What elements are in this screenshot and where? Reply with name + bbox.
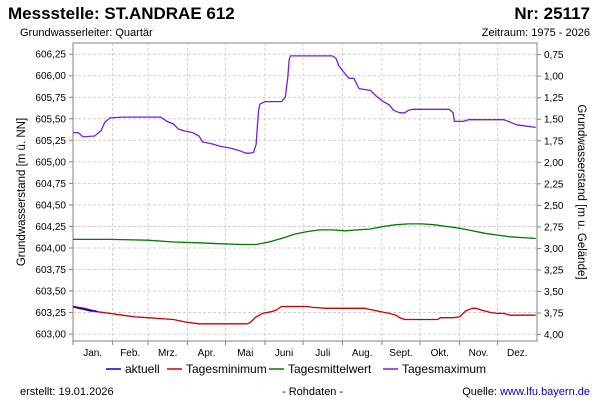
y-tick-label-left: 604,50 xyxy=(35,200,66,211)
y-tick-label-left: 603,75 xyxy=(35,265,66,276)
x-tick-label: Mai xyxy=(237,348,253,359)
y-tick-label-left: 605,25 xyxy=(35,136,66,147)
x-tick-label: Juni xyxy=(275,348,293,359)
aquifer-label: Grundwasserleiter: Quartär xyxy=(20,27,153,39)
y-tick-label-left: 603,00 xyxy=(35,330,66,341)
y-tick-label-right: 1,75 xyxy=(544,136,564,147)
y-tick-label-left: 605,50 xyxy=(35,114,66,125)
series-line-aktuell xyxy=(72,305,98,313)
y-tick-label-right: 2,50 xyxy=(544,201,564,212)
y-tick-label-right: 4,00 xyxy=(544,330,564,341)
source-label: Quelle: xyxy=(462,386,498,398)
series-line-mittel xyxy=(73,223,536,246)
station-number: Nr: 25117 xyxy=(514,4,590,23)
legend-label-aktuell: aktuell xyxy=(125,362,160,376)
y-tick-label-right: 3,75 xyxy=(544,309,564,320)
y-axis-title-left: Grundwasserstand [m ü. NN] xyxy=(16,118,28,266)
y-tick-label-left: 605,75 xyxy=(35,93,66,104)
y-tick-label-left: 605,00 xyxy=(35,157,66,168)
series-line-maximum xyxy=(73,55,536,154)
y-tick-label-left: 604,75 xyxy=(35,179,66,190)
x-tick-label: Mrz. xyxy=(158,348,177,359)
x-tick-label: Dez. xyxy=(507,348,528,359)
period-label: Zeitraum: 1975 - 2026 xyxy=(481,27,590,39)
created-date: erstellt: 19.01.2026 xyxy=(20,386,114,398)
y-tick-label-right: 3,00 xyxy=(544,244,564,255)
legend-label-minimum: Tagesminimum xyxy=(186,362,267,376)
legend-label-maximum: Tagesmaximum xyxy=(402,362,486,376)
y-tick-label-right: 1,00 xyxy=(544,72,564,83)
y-tick-label-right: 2,00 xyxy=(544,158,564,169)
y-tick-label-left: 603,50 xyxy=(35,287,66,298)
y-tick-label-right: 2,25 xyxy=(544,179,564,190)
y-tick-label-right: 0,75 xyxy=(544,50,564,61)
station-title: Messstelle: ST.ANDRAE 612 xyxy=(8,4,235,23)
y-axis-title-right: Grundwasserstand [m u. Gelände] xyxy=(575,104,587,279)
x-tick-label: Okt. xyxy=(431,348,449,359)
y-tick-label-left: 606,00 xyxy=(35,71,66,82)
x-tick-label: Sept. xyxy=(389,348,412,359)
y-tick-label-right: 3,50 xyxy=(544,287,564,298)
y-tick-label-left: 606,25 xyxy=(35,50,66,61)
x-tick-label: Aug. xyxy=(352,348,373,359)
y-tick-label-right: 1,50 xyxy=(544,115,564,126)
y-tick-label-left: 604,25 xyxy=(35,222,66,233)
y-tick-label-right: 1,25 xyxy=(544,93,564,104)
x-tick-label: Jan. xyxy=(83,348,102,359)
source-link[interactable]: www.lfu.bayern.de xyxy=(500,386,590,398)
x-tick-label: Apr. xyxy=(198,348,216,359)
rawdata-note: - Rohdaten - xyxy=(282,386,344,398)
x-tick-label: Nov. xyxy=(469,348,489,359)
y-tick-label-left: 604,00 xyxy=(35,243,66,254)
legend-label-mittel: Tagesmittelwert xyxy=(288,362,372,376)
y-tick-label-right: 3,25 xyxy=(544,265,564,276)
y-tick-label-left: 603,25 xyxy=(35,308,66,319)
source-credit: Quelle: www.lfu.bayern.de xyxy=(462,386,590,398)
plot-frame xyxy=(72,42,538,342)
series-line-minimum xyxy=(72,305,536,325)
x-tick-label: Juli xyxy=(315,348,330,359)
x-tick-label: Feb. xyxy=(120,348,140,359)
y-tick-label-right: 2,75 xyxy=(544,222,564,233)
